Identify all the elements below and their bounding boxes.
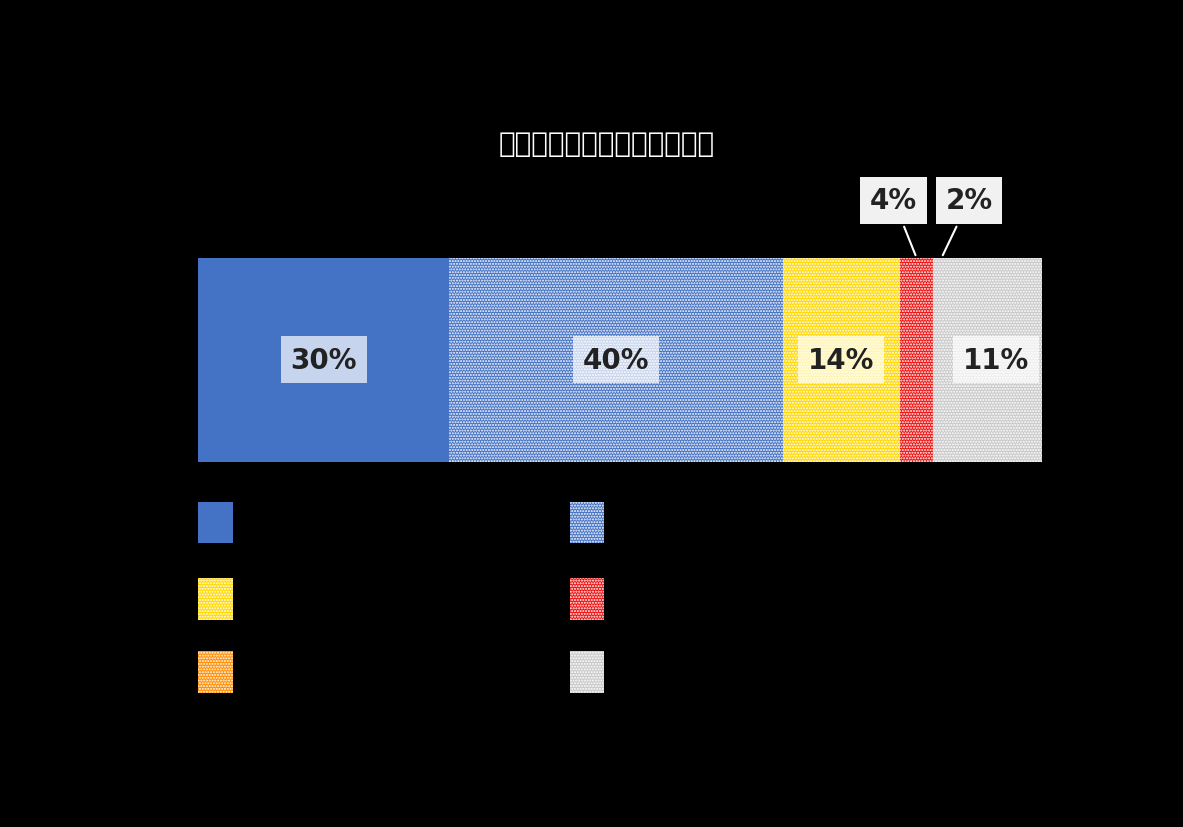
Bar <box>199 502 233 543</box>
Bar <box>933 258 950 462</box>
Bar <box>900 258 933 462</box>
Bar <box>783 258 900 462</box>
Bar <box>950 258 1042 462</box>
Bar <box>933 258 950 462</box>
Bar <box>199 652 233 693</box>
Bar <box>199 652 233 693</box>
Bar <box>570 578 605 619</box>
Bar <box>199 258 448 462</box>
Bar <box>448 258 783 462</box>
Bar <box>570 652 605 693</box>
Text: 30%: 30% <box>290 347 357 375</box>
Text: キャッシュレス決済の満足度: キャッシュレス決済の満足度 <box>498 130 715 158</box>
Bar <box>199 578 233 619</box>
Text: 14%: 14% <box>808 347 874 375</box>
Bar <box>570 502 605 543</box>
Bar <box>783 258 900 462</box>
Bar <box>570 578 605 619</box>
Text: 2%: 2% <box>943 187 993 256</box>
Bar <box>448 258 783 462</box>
Text: 40%: 40% <box>582 347 649 375</box>
Text: 11%: 11% <box>963 347 1029 375</box>
Text: 4%: 4% <box>870 187 917 256</box>
Bar <box>900 258 933 462</box>
Bar <box>199 578 233 619</box>
Bar <box>570 652 605 693</box>
Bar <box>570 502 605 543</box>
Bar <box>950 258 1042 462</box>
